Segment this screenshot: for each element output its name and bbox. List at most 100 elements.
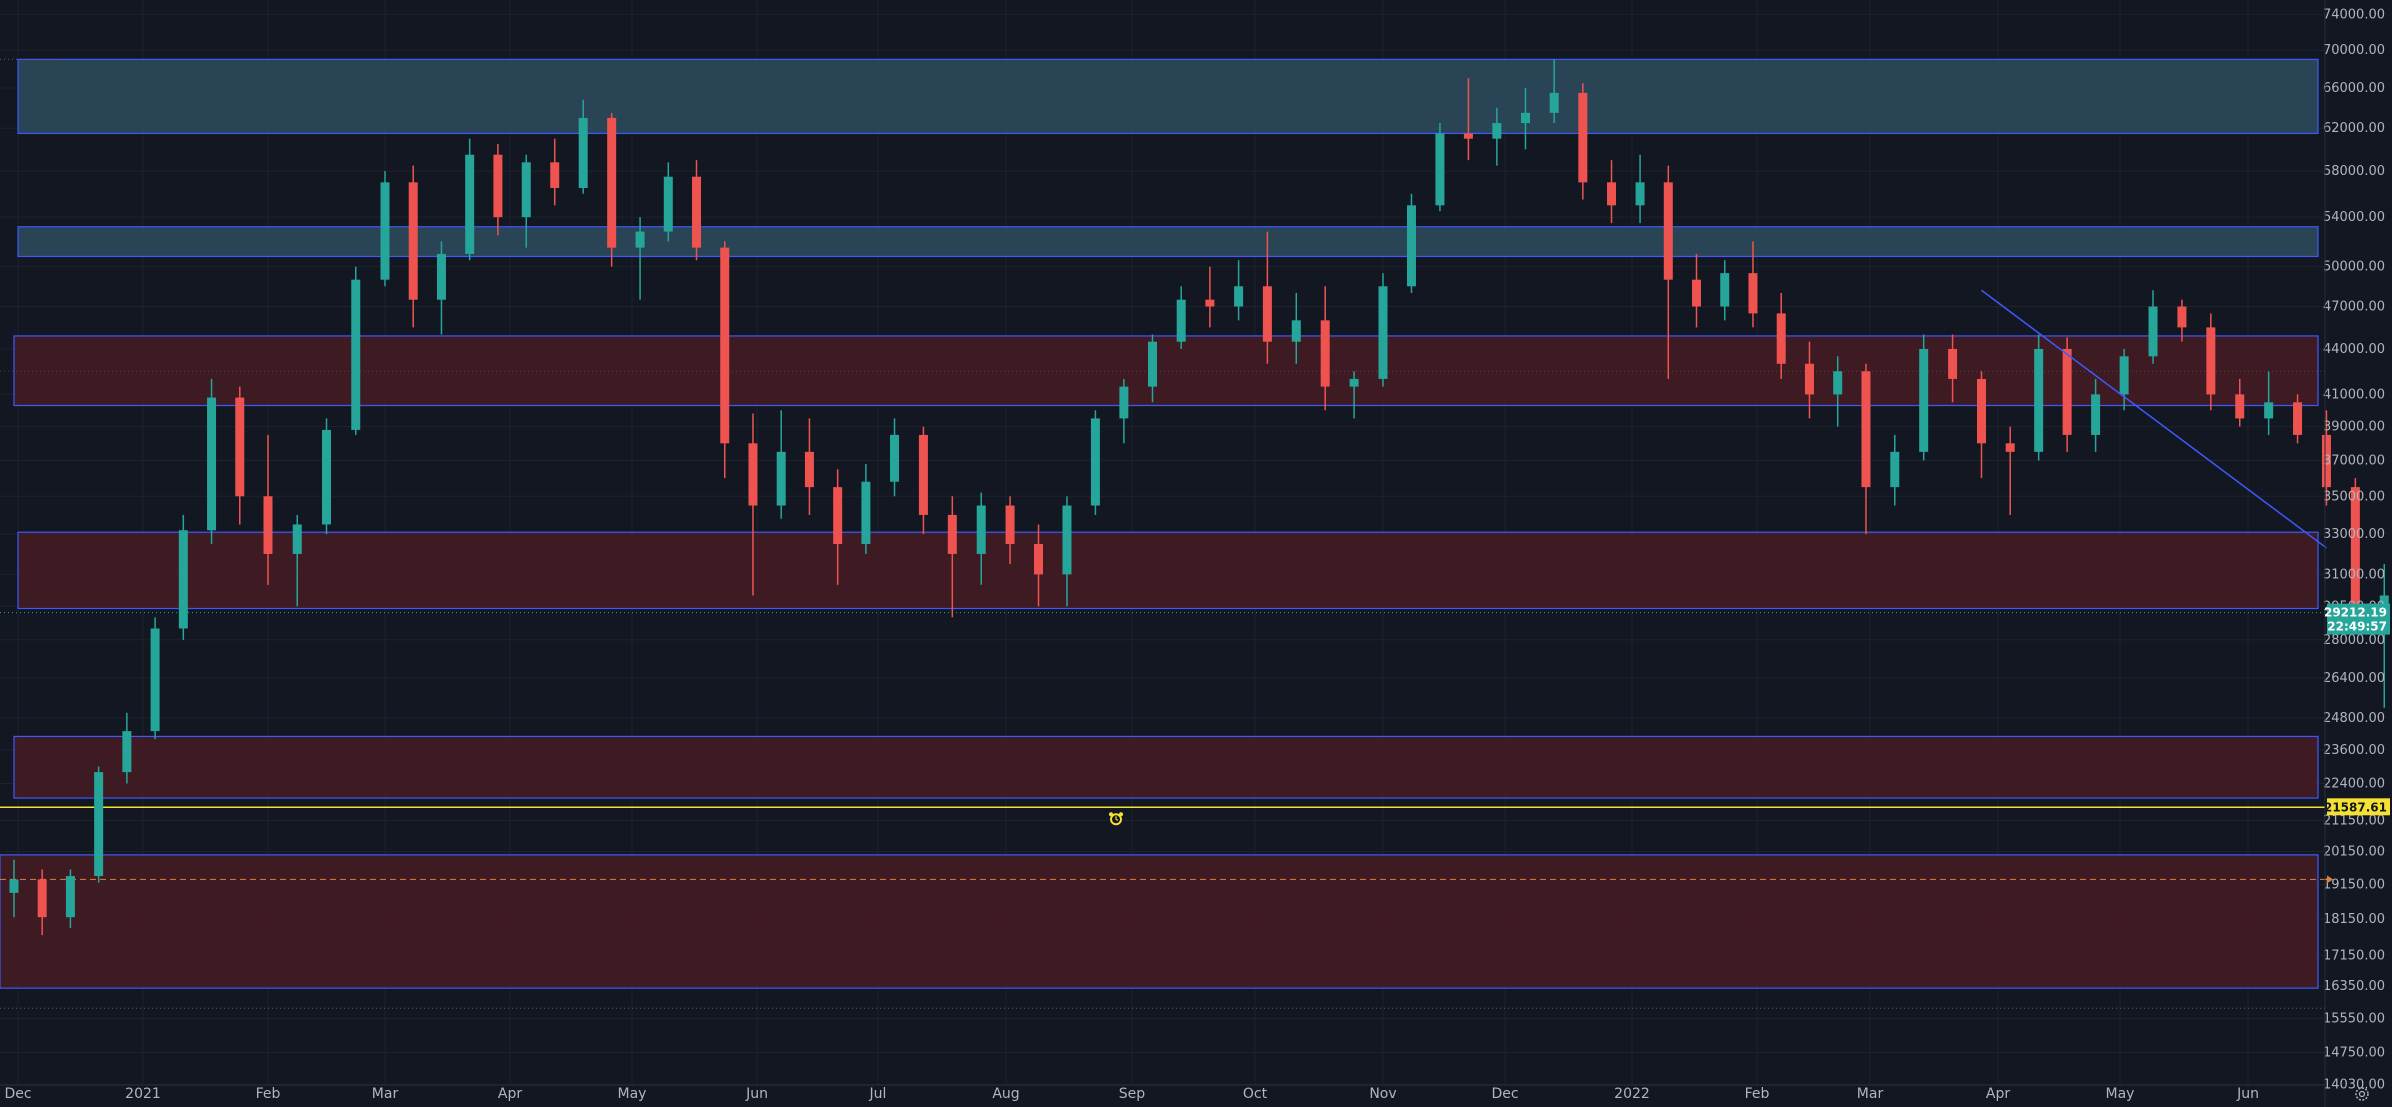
candle-body [1919, 348, 1929, 452]
candle-body [150, 628, 160, 732]
candle-body [1890, 451, 1900, 488]
candle [861, 463, 871, 554]
candle [1890, 434, 1900, 506]
candle [918, 426, 928, 535]
candle-body [1205, 299, 1215, 307]
current-price-badge-bg [2327, 603, 2390, 635]
candle [178, 514, 188, 640]
zone-red-3[interactable] [17, 531, 2319, 610]
candle [1776, 292, 1786, 379]
candle [1748, 241, 1758, 328]
candle [1607, 160, 1617, 224]
candle [122, 712, 132, 784]
candle-body [94, 772, 104, 877]
candle [1492, 107, 1502, 166]
candle [2005, 426, 2015, 515]
candle [1005, 496, 1015, 565]
alert-price-badge[interactable]: 21587.61 [2324, 798, 2390, 816]
y-tick-label: 37000.00 [2323, 453, 2385, 468]
candle [578, 99, 588, 194]
y-tick-label: 17150.00 [2323, 948, 2385, 963]
countdown-label: 22:49:57 [2327, 620, 2387, 634]
alarm-clock-bell [1119, 812, 1123, 817]
candle-body [1463, 133, 1473, 139]
y-tick-label: 28000.00 [2323, 633, 2385, 648]
y-tick-label: 24800.00 [2323, 711, 2385, 726]
gear-icon[interactable] [2355, 1087, 2369, 1101]
x-tick-label: Feb [1745, 1086, 1770, 1102]
zone-blue-0[interactable] [17, 58, 2319, 135]
zone-red-2[interactable] [13, 335, 2319, 407]
candle [1720, 260, 1730, 321]
candle-body [1861, 371, 1871, 488]
y-tick-label: 19150.00 [2323, 877, 2385, 892]
trendline-line[interactable] [1981, 289, 2327, 549]
candle-body [692, 176, 702, 248]
candle [1320, 286, 1330, 411]
x-tick-label: Oct [1243, 1086, 1268, 1102]
candle [465, 138, 475, 261]
candle-body [861, 481, 871, 544]
trendline[interactable] [1981, 289, 2327, 549]
candle [2119, 348, 2129, 411]
candles [9, 59, 2389, 936]
overlay [1109, 812, 1123, 826]
candle [1406, 193, 1416, 293]
y-tick-label: 54000.00 [2323, 210, 2385, 225]
candle-body [833, 487, 843, 544]
candle-body [607, 117, 617, 248]
candle [1435, 123, 1445, 212]
alarm-clock-icon[interactable] [1109, 812, 1123, 826]
gear-icon-teeth [2355, 1087, 2369, 1101]
zone-red-4[interactable] [13, 735, 2319, 799]
y-tick-label: 21150.00 [2323, 813, 2385, 828]
candle [436, 241, 446, 335]
candle-body [1176, 299, 1186, 342]
y-tick-label: 20150.00 [2323, 845, 2385, 860]
candle-body [351, 279, 361, 430]
candle-body [2148, 306, 2158, 357]
candle-body [1948, 348, 1958, 379]
alarm-clock-hand [1115, 818, 1119, 821]
candle [2350, 478, 2360, 629]
candle-body [1720, 273, 1730, 307]
candle [1176, 286, 1186, 349]
y-tick-label: 31000.00 [2323, 567, 2385, 582]
candle-body [1291, 320, 1301, 342]
candle-body [2235, 394, 2245, 419]
zone-blue-1[interactable] [17, 226, 2319, 258]
alert-price-badge-bg [2327, 798, 2390, 816]
y-tick-label: 33000.00 [2323, 527, 2385, 542]
y-tick-label: 35000.00 [2323, 489, 2385, 504]
candle [1090, 410, 1100, 515]
x-tick-label: Feb [256, 1086, 281, 1102]
candle-body [2005, 443, 2015, 452]
candle [2321, 410, 2331, 506]
candle-body [2264, 402, 2274, 419]
zone-red-5[interactable] [0, 854, 2319, 989]
candle [607, 112, 617, 267]
candle [1861, 363, 1871, 535]
candle [1205, 266, 1215, 328]
candle-body [1804, 363, 1814, 395]
candle [1234, 260, 1244, 321]
candle-body [1435, 133, 1445, 206]
candle-body [1748, 273, 1758, 314]
y-tick-label: 47000.00 [2323, 300, 2385, 315]
candle-body [292, 524, 302, 554]
candle-body [1549, 92, 1559, 113]
candle [2091, 378, 2101, 452]
candle-body [1635, 182, 1645, 206]
price-axis[interactable]: 74000.00 70000.00 66000.00 62000.00 58000.00… [2323, 0, 2390, 1107]
candle [493, 143, 503, 236]
y-tick-label: 62000.00 [2323, 121, 2385, 136]
time-axis[interactable]: Dec 2021 Feb Mar Apr May Jun Jul Aug Sep Oct Nov Dec… [0, 1084, 2369, 1102]
y-tick-label: 16350.00 [2323, 979, 2385, 994]
y-tick-label: 23600.00 [2323, 743, 2385, 758]
candle [1062, 496, 1072, 607]
x-tick-label: Nov [1369, 1086, 1396, 1102]
y-tick-label: 50000.00 [2323, 260, 2385, 275]
candle [1262, 231, 1272, 364]
